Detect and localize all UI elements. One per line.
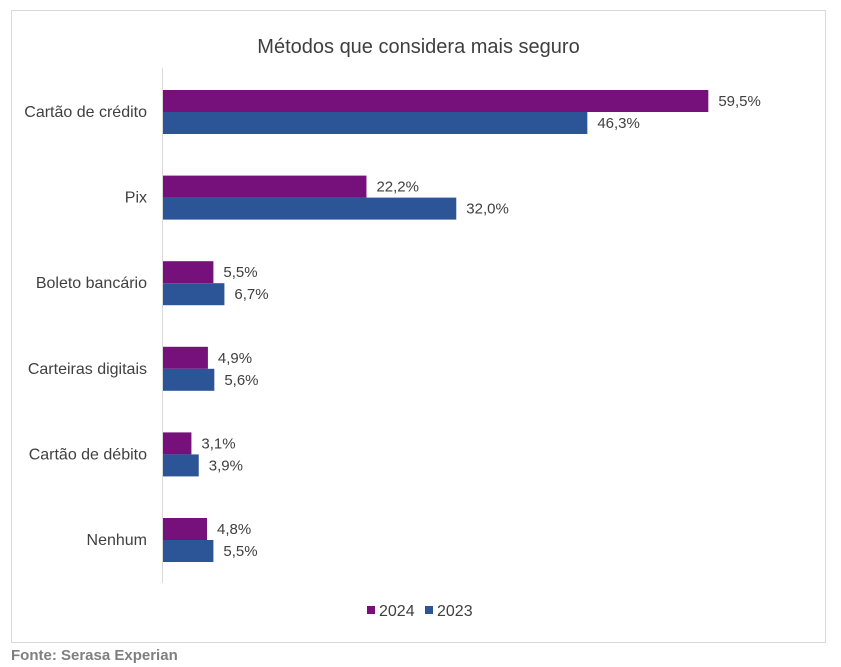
category-label: Nenhum [87,532,147,549]
bar-2023 [163,540,214,562]
bar-2024 [163,432,192,455]
data-label: 3,1% [201,435,235,452]
bar-2023 [163,283,225,306]
data-label: 5,6% [224,372,258,389]
category-label: Boleto bancário [36,275,147,292]
bar-2024 [163,518,207,540]
data-label: 4,9% [218,350,252,367]
bar-2024 [163,261,214,284]
bar-2023 [163,454,199,477]
data-label: 59,5% [718,93,761,110]
data-label: 4,8% [217,521,251,538]
data-label: 22,2% [376,179,419,196]
bar-2024 [163,90,709,112]
data-label: 6,7% [234,286,268,303]
data-label: 32,0% [466,201,509,218]
bar-2023 [163,197,457,220]
bar-2023 [163,112,588,134]
category-label: Cartão de débito [29,446,147,463]
legend-swatch-2024 [367,606,375,614]
source-note: Fonte: Serasa Experian [11,647,178,664]
data-label: 5,5% [223,543,257,560]
category-label: Carteiras digitais [28,361,147,378]
legend-label: 2024 [379,603,415,620]
legend-label: 2023 [437,603,473,620]
chart-title: Métodos que considera mais seguro [257,36,580,58]
bar-2023 [163,368,215,391]
data-label: 3,9% [209,457,243,474]
category-label: Pix [125,190,147,207]
data-label: 46,3% [597,115,640,132]
bar-2024 [163,175,367,198]
bar-2024 [163,346,208,369]
legend-swatch-2023 [425,606,433,614]
category-label: Cartão de crédito [24,104,147,121]
data-label: 5,5% [223,264,257,281]
